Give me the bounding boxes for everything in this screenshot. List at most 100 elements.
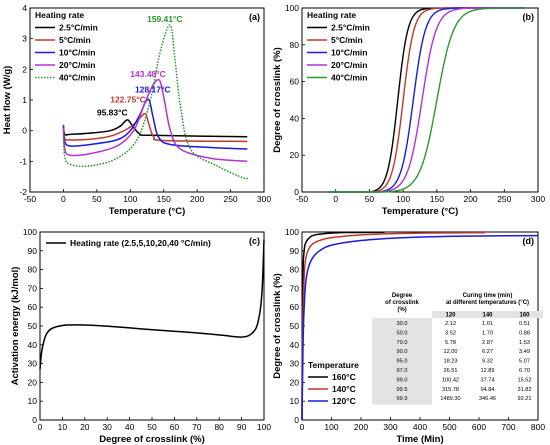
table-temp-col-header: 140 <box>482 313 493 319</box>
table-cell-time: 1.53 <box>519 340 530 346</box>
panel-label: (d) <box>523 236 535 246</box>
legend-entry: 10°C/min <box>331 48 367 58</box>
series-line <box>39 239 265 370</box>
y-tick-label: 80 <box>290 40 300 50</box>
table-cell-time: 1489.30 <box>440 396 460 402</box>
x-tick-label: 50 <box>92 194 102 204</box>
x-tick-label: 0 <box>38 422 43 432</box>
table-cell-time: 5.78 <box>445 340 456 346</box>
peak-annotation: 128.17°C <box>135 84 171 94</box>
x-tick-label: 300 <box>531 194 545 204</box>
table-temp-col-header: 160 <box>519 313 530 319</box>
y-axis-title: Degree of crosslink (%) <box>272 47 283 153</box>
y-axis-title: Heat flow (W/g) <box>2 66 13 135</box>
x-tick-label: 90 <box>237 422 247 432</box>
y-tick-label: 10 <box>290 396 300 406</box>
y-tick-label: -1 <box>19 156 27 166</box>
x-tick-label: 500 <box>442 422 456 432</box>
table-cell-time: 92.21 <box>518 396 532 402</box>
x-tick-label: 0 <box>300 422 305 432</box>
x-tick-label: -50 <box>24 194 37 204</box>
legend-entry: 20°C/min <box>331 60 367 70</box>
panel-d-crosslink-time: 0 100 200 300 400 500 600 700 800 0 10 20 30 40 50 60 70… <box>272 227 545 445</box>
legend-entry: 2.5°C/min <box>59 23 98 33</box>
panel-label: (b) <box>523 12 535 22</box>
x-axis-title: Degree of crosslink (%) <box>99 434 205 445</box>
x-tick-label: 100 <box>123 194 137 204</box>
peak-annotation: 143.48°C <box>130 69 166 79</box>
legend-entry: 5°C/min <box>59 35 91 45</box>
table-cell-time: 5.07 <box>519 359 530 365</box>
x-tick-label: 700 <box>501 422 515 432</box>
y-tick-label: 30 <box>28 359 38 369</box>
table-cell-degree: 70.0 <box>397 340 408 346</box>
y-tick-label: 10 <box>28 396 38 406</box>
x-tick-label: 10 <box>58 422 68 432</box>
x-axis-title: Temperature (°C) <box>382 206 458 217</box>
x-tick-label: 800 <box>531 422 545 432</box>
series-line <box>62 24 249 180</box>
table-header-time: at different temperatures (°C) <box>446 300 529 306</box>
x-tick-label: 200 <box>463 194 477 204</box>
legend-entry: Heating rate (2.5,5,10,20,40 °C/min) <box>70 238 211 248</box>
table-cell-time: 15.52 <box>518 377 532 383</box>
table-temp-col-header: 120 <box>445 313 456 319</box>
table-cell-time: 315.78 <box>442 387 459 393</box>
x-tick-label: -50 <box>296 194 309 204</box>
table-cell-time: 6.27 <box>482 349 493 355</box>
legend-title: Heating rate <box>307 10 356 20</box>
table-cell-time: 100.42 <box>442 377 459 383</box>
y-tick-label: 30 <box>290 359 300 369</box>
legend-entry: 10°C/min <box>59 48 95 58</box>
table-header-degree: Degree <box>392 293 413 299</box>
panel-a-heat-flow: -50 0 50 100 150 200 250 300 -2 -1 0 1 2 3 4 Temperatur… <box>2 3 271 217</box>
panel-b-crosslink-temperature: -50 0 50 100 150 200 250 300020406080100Tempera… <box>272 3 545 217</box>
y-tick-label: 50 <box>28 321 38 331</box>
table-cell-time: 3.49 <box>519 349 530 355</box>
table-cell-time: 3.52 <box>445 330 456 336</box>
table-cell-time: 18.23 <box>444 359 458 365</box>
table-cell-degree: 99.9 <box>397 396 408 402</box>
plot-frame <box>39 231 265 421</box>
table-cell-time: 1.70 <box>482 330 493 336</box>
table-cell-time: 2.87 <box>482 340 493 346</box>
peak-annotation: 159.41°C <box>147 14 183 24</box>
peak-annotation: 122.75°C <box>110 94 146 104</box>
x-tick-label: 300 <box>257 194 271 204</box>
legend-entry: 120°C <box>332 396 356 406</box>
y-tick-label: 80 <box>290 265 300 275</box>
y-tick-label: 100 <box>285 227 299 237</box>
x-tick-label: 30 <box>102 422 112 432</box>
x-tick-label: 100 <box>324 422 338 432</box>
x-tick-label: 100 <box>396 194 410 204</box>
panel-c-activation-energy: 0 10 20 30 40 50 60 70 80 90 100 0 10 20 30 40 50 60 70 80 9… <box>10 227 271 445</box>
table-cell-time: 31.82 <box>518 387 532 393</box>
table-cell-degree: 90.0 <box>397 349 408 355</box>
table-header-time: Curing time (min) <box>463 293 513 299</box>
table-cell-time: 346.46 <box>479 396 496 402</box>
x-tick-label: 40 <box>125 422 135 432</box>
y-tick-label: 80 <box>28 265 38 275</box>
x-tick-label: 600 <box>472 422 486 432</box>
y-tick-label: -2 <box>19 187 27 197</box>
table-cell-time: 9.32 <box>482 359 493 365</box>
y-tick-label: 20 <box>28 377 38 387</box>
series-line <box>328 7 525 193</box>
y-tick-label: 0 <box>32 415 37 425</box>
y-tick-label: 20 <box>290 150 300 160</box>
y-tick-label: 60 <box>290 302 300 312</box>
y-tick-label: 100 <box>23 227 37 237</box>
legend-entry: 40°C/min <box>331 73 367 83</box>
y-tick-label: 20 <box>290 377 300 387</box>
y-tick-label: 3 <box>22 34 27 44</box>
table-cell-time: 12.89 <box>481 368 495 374</box>
table-cell-time: 26.51 <box>444 368 458 374</box>
x-axis-title: Temperature (°C) <box>109 206 185 217</box>
x-tick-label: 250 <box>223 194 237 204</box>
table-degree-column-bg <box>372 318 432 405</box>
table-cell-time: 0.88 <box>519 330 530 336</box>
y-tick-label: 70 <box>28 283 38 293</box>
x-tick-label: 100 <box>257 422 271 432</box>
x-tick-label: 50 <box>365 194 375 204</box>
